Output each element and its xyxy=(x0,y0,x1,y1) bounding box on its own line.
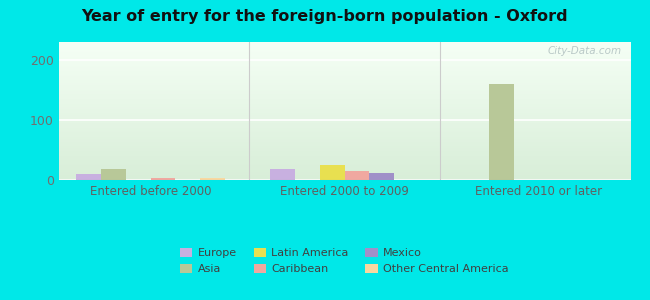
Bar xyxy=(489,84,514,180)
Bar xyxy=(200,178,225,180)
Legend: Europe, Asia, Latin America, Caribbean, Mexico, Other Central America: Europe, Asia, Latin America, Caribbean, … xyxy=(176,244,514,279)
Bar xyxy=(76,174,101,180)
Text: Year of entry for the foreign-born population - Oxford: Year of entry for the foreign-born popul… xyxy=(82,9,568,24)
Text: City-Data.com: City-Data.com xyxy=(548,46,622,56)
Bar xyxy=(344,171,369,180)
Bar xyxy=(320,165,345,180)
Bar xyxy=(369,173,395,180)
Bar xyxy=(101,169,125,180)
Bar xyxy=(151,178,176,180)
Bar xyxy=(270,169,294,180)
